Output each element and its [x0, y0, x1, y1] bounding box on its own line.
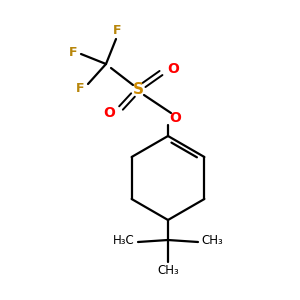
Text: CH₃: CH₃	[201, 235, 223, 248]
Text: S: S	[133, 82, 143, 98]
Text: F: F	[76, 82, 84, 95]
Text: H₃C: H₃C	[113, 235, 135, 248]
Text: O: O	[167, 62, 179, 76]
Text: F: F	[113, 25, 121, 38]
Text: O: O	[169, 111, 181, 125]
Text: CH₃: CH₃	[157, 265, 179, 278]
Text: O: O	[103, 106, 115, 120]
Text: F: F	[69, 46, 77, 59]
